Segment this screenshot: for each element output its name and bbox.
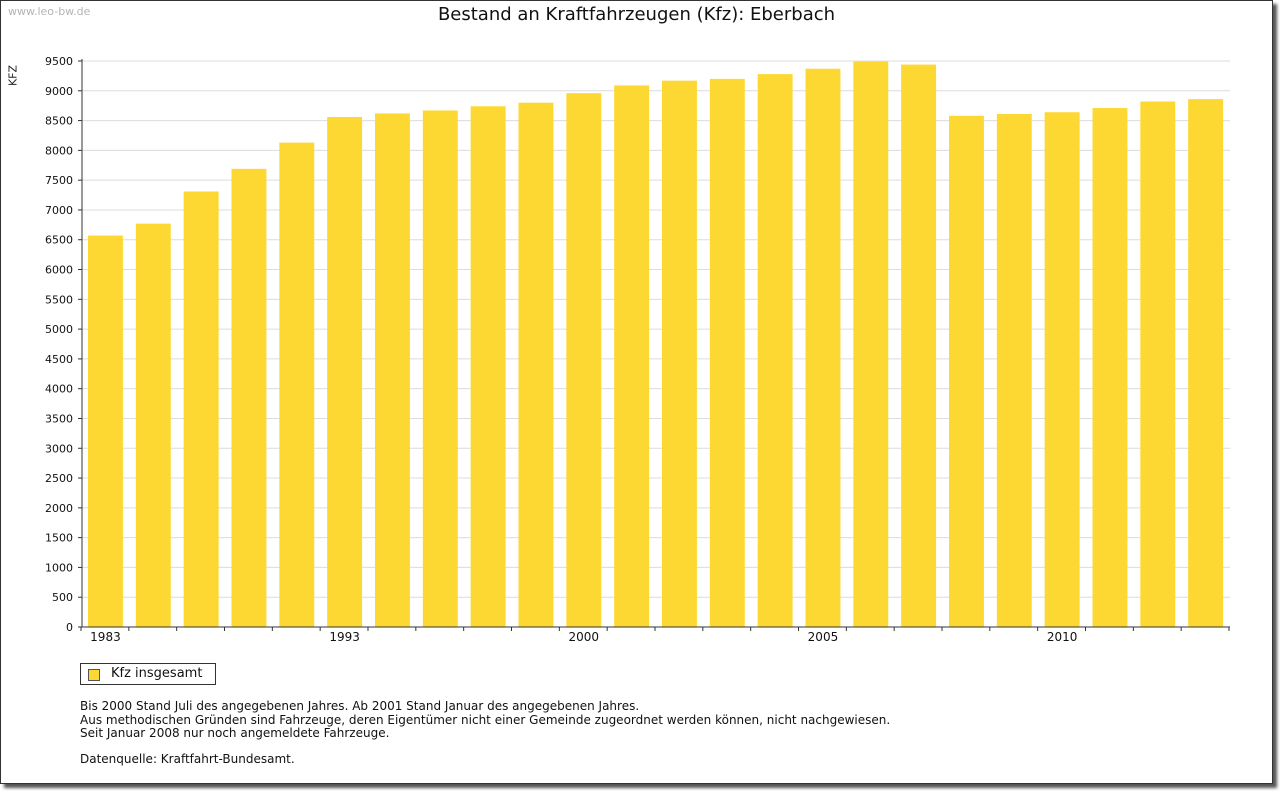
y-tick-label: 2000	[45, 502, 73, 515]
bar-chart: 0 500 1000 1500 2000 2500 3000 3500 4000 4500 5000…	[45, 55, 1230, 644]
y-tick-label: 3500	[45, 412, 73, 425]
bar	[1140, 101, 1176, 628]
footnotes: Bis 2000 Stand Juli des angegebenen Jahr…	[80, 699, 891, 741]
footnote-line: Bis 2000 Stand Juli des angegebenen Jahr…	[80, 699, 640, 713]
legend-label: Kfz insgesamt	[111, 666, 203, 681]
y-tick-label: 5000	[45, 323, 73, 336]
y-tick-label: 1500	[45, 532, 73, 545]
bar-series	[88, 61, 1224, 628]
bar	[614, 85, 650, 627]
bar	[470, 106, 506, 627]
x-tick-label: 1993	[329, 630, 360, 644]
bar	[949, 115, 984, 628]
data-source: Datenquelle: Kraftfahrt-Bundesamt.	[80, 752, 295, 766]
chart-title: Bestand an Kraftfahrzeugen (Kfz): Eberba…	[437, 4, 836, 25]
bar	[757, 74, 793, 628]
y-tick-label: 1000	[45, 561, 73, 574]
bar	[279, 142, 315, 627]
y-tick-label: 3000	[45, 442, 73, 455]
bar	[375, 113, 410, 628]
legend: Kfz insgesamt	[80, 663, 216, 685]
bar	[1188, 99, 1224, 628]
bar	[996, 114, 1032, 627]
bar	[709, 78, 745, 628]
bar	[422, 110, 458, 628]
y-tick-label: 9000	[45, 85, 73, 98]
y-tick-label: 4500	[45, 353, 73, 366]
x-tick-labels: 1983 1993 2000 2005 2010	[90, 630, 1077, 644]
bar	[805, 68, 841, 628]
bar	[183, 191, 219, 627]
x-tick-label: 2010	[1047, 630, 1078, 644]
y-tick-label: 8000	[45, 144, 73, 157]
y-tick-label: 7000	[45, 204, 73, 217]
bar	[1044, 112, 1080, 627]
bar	[518, 102, 554, 627]
y-tick-label: 8500	[45, 115, 73, 128]
y-tick-label: 0	[66, 621, 73, 634]
x-tick-label: 2005	[808, 630, 839, 644]
bar	[853, 61, 889, 628]
axes	[78, 59, 1230, 631]
bar	[662, 80, 697, 627]
bar	[88, 235, 123, 627]
y-tick-label: 6000	[45, 264, 73, 277]
y-tick-label: 5500	[45, 293, 73, 306]
grid-lines	[82, 60, 1230, 598]
y-tick-label: 9500	[45, 55, 73, 68]
bar	[1092, 108, 1128, 627]
bar	[566, 93, 602, 628]
legend-swatch	[88, 669, 100, 681]
y-tick-labels: 0 500 1000 1500 2000 2500 3000 3500 4000 4500 5000…	[45, 55, 73, 634]
y-tick-label: 6500	[45, 234, 73, 247]
y-tick-label: 4000	[45, 383, 73, 396]
x-tick-label: 2000	[569, 630, 600, 644]
y-tick-label: 2500	[45, 472, 73, 485]
y-tick-label: 500	[52, 591, 73, 604]
bar	[231, 168, 267, 627]
footnote-line: Aus methodischen Gründen sind Fahrzeuge,…	[80, 712, 891, 727]
footnote-line: Seit Januar 2008 nur noch angemeldete Fa…	[80, 726, 390, 740]
x-tick-label: 1983	[90, 630, 121, 644]
bar	[901, 64, 937, 628]
y-tick-label: 7500	[45, 174, 73, 187]
watermark: www.leo-bw.de	[8, 5, 91, 18]
bar	[327, 117, 363, 627]
bar	[135, 223, 171, 628]
